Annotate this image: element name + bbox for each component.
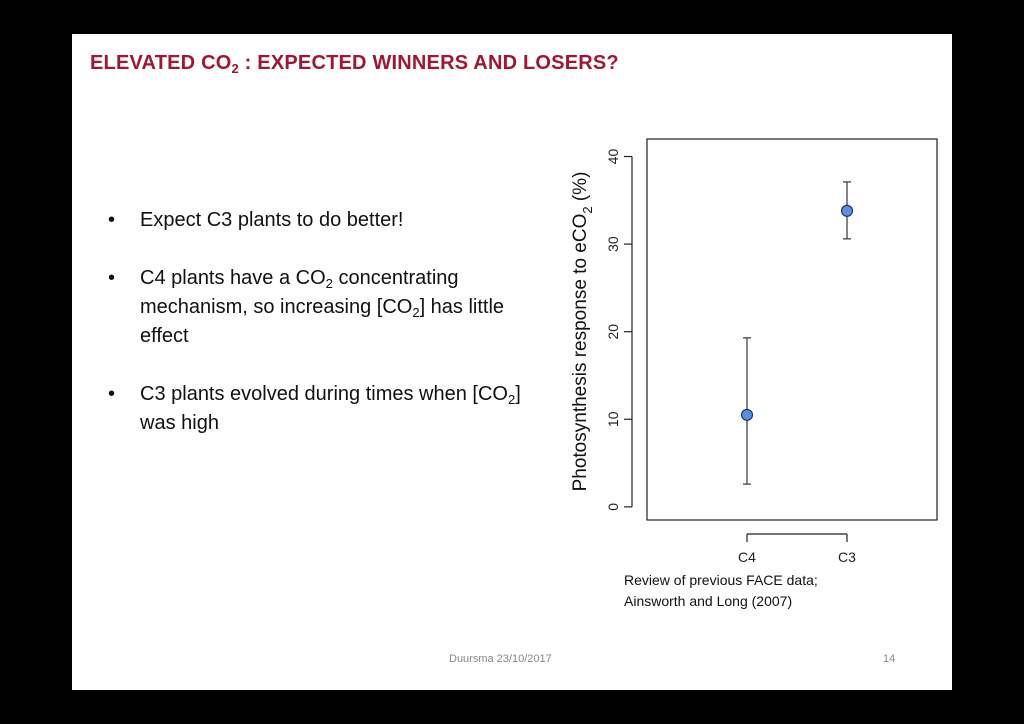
caption-line-1: Review of previous FACE data; [624, 572, 818, 588]
photosynthesis-chart: 0 10 20 30 40 C4 C3 Photosynthesis response to … [570, 138, 938, 564]
bullet-item: • Expect C3 plants to do better! [100, 206, 540, 235]
bullet-item: • C3 plants evolved during times when [CO… [100, 380, 540, 438]
data-point [740, 408, 754, 421]
y-tick-label: 40 [605, 149, 621, 165]
caption-line-2: Ainsworth and Long (2007) [624, 593, 793, 609]
slide-title: ELEVATED CO2 : EXPECTED WINNERS AND LOSE… [90, 52, 619, 76]
bullet-dot: • [108, 383, 116, 405]
y-tick-label: 10 [605, 411, 621, 427]
y-tick-label: 20 [605, 324, 621, 340]
x-tick-label: C3 [838, 549, 856, 564]
bullet-dot: • [108, 267, 116, 289]
y-axis-label: Photosynthesis response to eCO2 (%) [570, 172, 595, 492]
footer-author-date: Duursma 23/10/2017 [449, 653, 552, 665]
bullet-dot: • [108, 209, 116, 231]
y-tick-label: 0 [605, 503, 621, 511]
slide: ELEVATED CO2 : EXPECTED WINNERS AND LOSE… [72, 34, 952, 690]
data-point [840, 204, 854, 217]
bullet-item: • C4 plants have a CO2 concentrating mech… [100, 264, 540, 351]
x-tick-label: C4 [738, 549, 756, 564]
y-tick-label: 30 [605, 236, 621, 252]
figure-caption: Review of previous FACE data; Ainsworth … [624, 570, 818, 612]
slide-number: 14 [883, 653, 896, 665]
bullet-list: • Expect C3 plants to do better! • C4 plant… [100, 206, 540, 467]
plot-frame [646, 138, 938, 521]
